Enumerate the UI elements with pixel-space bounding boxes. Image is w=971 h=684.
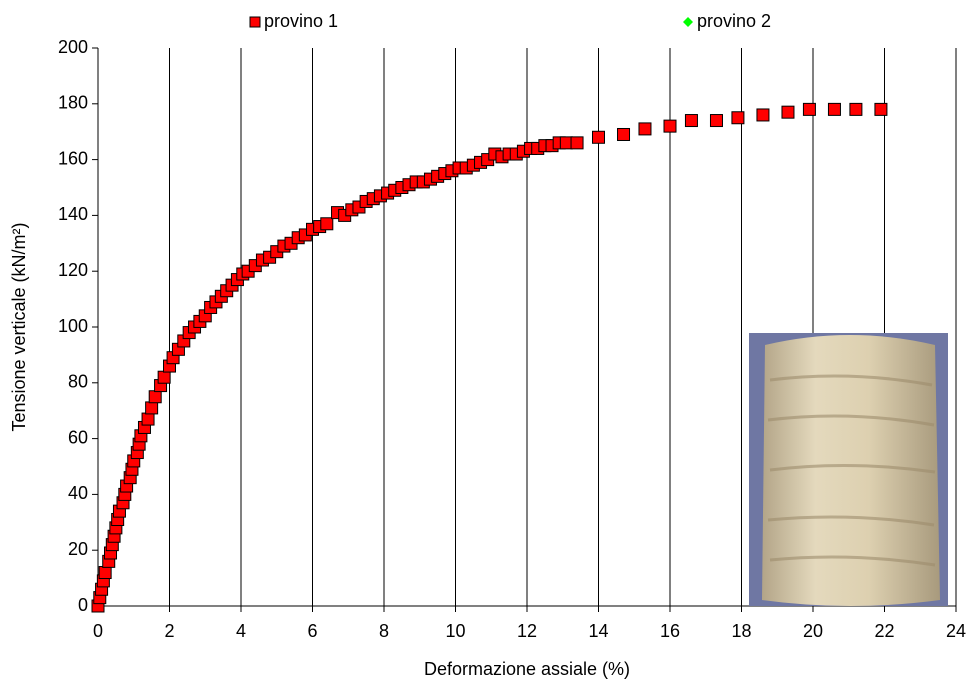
x-tick-label: 2 <box>164 621 174 641</box>
data-point <box>663 119 677 133</box>
data-point <box>320 217 334 231</box>
x-axis-label: Deformazione assiale (%) <box>424 659 630 679</box>
data-point <box>141 412 155 426</box>
x-tick-label: 14 <box>588 621 608 641</box>
data-point <box>802 102 816 116</box>
x-tick-label: 8 <box>379 621 389 641</box>
data-point <box>781 105 795 119</box>
legend-label: provino 1 <box>264 11 338 31</box>
x-tick-label: 6 <box>307 621 317 641</box>
legend-label: provino 2 <box>697 11 771 31</box>
data-point <box>849 102 863 116</box>
data-point <box>874 102 888 116</box>
x-tick-label: 18 <box>731 621 751 641</box>
x-tick-label: 24 <box>946 621 966 641</box>
y-tick-label: 200 <box>58 37 88 57</box>
y-tick-label: 120 <box>58 260 88 280</box>
data-point <box>684 114 698 128</box>
legend-marker <box>683 17 693 27</box>
x-tick-label: 4 <box>236 621 246 641</box>
data-point <box>157 370 171 384</box>
x-tick-label: 20 <box>803 621 823 641</box>
data-point <box>98 566 112 580</box>
y-tick-label: 20 <box>68 539 88 559</box>
y-tick-label: 100 <box>58 316 88 336</box>
x-tick-label: 22 <box>874 621 894 641</box>
data-point <box>756 108 770 122</box>
data-point <box>731 111 745 125</box>
legend-marker <box>249 16 261 28</box>
x-tick-label: 10 <box>445 621 465 641</box>
data-point <box>592 130 605 144</box>
y-tick-label: 140 <box>58 204 88 224</box>
data-point <box>617 127 631 141</box>
y-tick-label: 180 <box>58 93 88 113</box>
data-point <box>827 102 841 116</box>
y-tick-label: 160 <box>58 148 88 168</box>
y-tick-label: 80 <box>68 372 88 392</box>
y-tick-label: 60 <box>68 427 88 447</box>
x-tick-label: 0 <box>93 621 103 641</box>
x-tick-label: 12 <box>517 621 537 641</box>
specimen-photo <box>749 333 948 606</box>
y-tick-label: 0 <box>78 595 88 615</box>
data-point <box>145 401 159 415</box>
data-point <box>570 136 584 150</box>
y-tick-label: 40 <box>68 483 88 503</box>
data-point <box>709 114 723 128</box>
x-tick-label: 16 <box>660 621 680 641</box>
data-point <box>148 390 162 404</box>
y-axis-label: Tensione verticale (kN/m²) <box>9 222 29 431</box>
data-point <box>559 136 573 150</box>
data-point <box>638 122 652 136</box>
